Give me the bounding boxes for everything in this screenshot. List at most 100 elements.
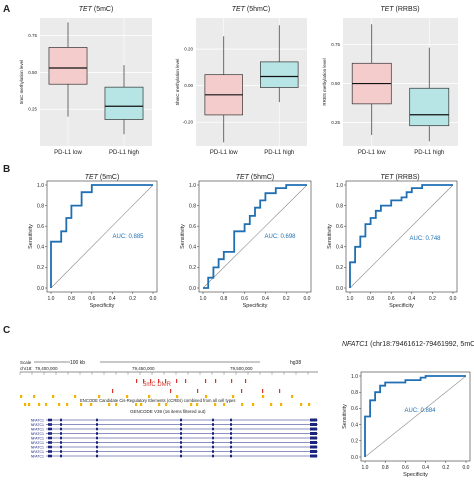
y-tick-label: 0.0	[336, 286, 343, 292]
ccre-element	[126, 395, 129, 398]
ccre-element	[38, 403, 41, 406]
auc-label: AUC: 0.884	[404, 408, 436, 414]
chart-title: TET (5hmC)	[232, 6, 271, 13]
ccre-element	[190, 403, 193, 406]
ccre-element	[148, 395, 151, 398]
exon	[96, 445, 98, 449]
x-tick-label: 0.0	[304, 296, 311, 302]
exon-terminal	[310, 427, 317, 431]
exon	[212, 450, 214, 453]
exon	[230, 454, 232, 458]
x-axis-label: Specificity	[389, 303, 414, 309]
x-tick-label: 0.6	[88, 296, 95, 302]
exon	[212, 436, 214, 440]
exon	[212, 418, 214, 422]
exon-terminal	[310, 418, 317, 422]
exon	[60, 454, 62, 458]
ccre-label: ENCODE Candidate Cis-Regulatory Elements…	[80, 398, 235, 403]
y-tick-label: 0.8	[189, 203, 196, 209]
exon	[212, 432, 214, 435]
exon-terminal	[310, 436, 317, 440]
y-tick-label: 0.4	[336, 245, 343, 251]
panel-label-a: A	[3, 4, 10, 15]
y-tick-label: 0.2	[189, 265, 196, 271]
browser-scale-label: Scale	[20, 360, 32, 365]
ccre-element	[232, 395, 235, 398]
exon	[60, 423, 62, 426]
ccre-element	[165, 403, 168, 406]
gene-label: NFATC1	[31, 432, 44, 436]
y-axis-label: 5mC methylation level	[19, 60, 24, 104]
exon	[180, 418, 182, 422]
exon	[48, 454, 52, 458]
diagonal-reference	[364, 375, 467, 458]
exon	[230, 423, 232, 426]
browser-position-1: 79,400,000	[35, 366, 58, 371]
browser-position-3: 79,500,000	[230, 366, 253, 371]
auc-label: AUC: 0.748	[409, 236, 441, 242]
y-tick-label: 0.4	[37, 245, 44, 251]
dmr-mark	[241, 389, 243, 393]
exon	[230, 432, 232, 435]
gene-label: NFATC1	[31, 437, 44, 441]
ccre-element	[52, 395, 55, 398]
chart-title: NFATC1 (chr18:79461612-79461992, 5mC)	[342, 341, 474, 348]
dmr-mark	[215, 379, 217, 383]
exon	[48, 432, 52, 435]
roc-curve	[364, 375, 466, 457]
ccre-element	[280, 403, 283, 406]
y-tick-label: 0.4	[189, 245, 196, 251]
dmr-mark	[112, 389, 114, 393]
x-tick-label: 0.2	[129, 296, 136, 302]
dmr-mark	[231, 379, 233, 383]
ccre-element	[20, 395, 23, 398]
x-tick-label: 0.6	[388, 296, 395, 302]
y-tick-label: 0.6	[37, 224, 44, 230]
gene-label: NFATC1	[31, 455, 44, 459]
chart-title: TET (5mC)	[85, 174, 120, 181]
y-axis-label: Sensitivity	[180, 224, 186, 249]
box-pd-l1-high	[409, 87, 450, 127]
y-tick-label: -0.20	[183, 120, 194, 125]
diagonal-reference	[202, 184, 308, 289]
exon	[180, 445, 182, 449]
roc-curve	[203, 184, 307, 289]
dmr-mark	[279, 389, 281, 393]
auc-label: AUC: 0.885	[112, 234, 144, 240]
gene-label: NFATC1	[31, 450, 44, 454]
y-axis-label: Sensitivity	[342, 404, 348, 429]
x-axis-label: Specificity	[403, 472, 428, 478]
x-tick-label: 0.0	[150, 296, 157, 302]
exon-terminal	[310, 423, 317, 426]
roc-curve	[50, 184, 153, 288]
x-tick-label: 0.8	[382, 465, 389, 471]
y-tick-label: 1.0	[189, 183, 196, 189]
exon	[212, 441, 214, 444]
gene-label: NFATC1	[31, 446, 44, 450]
browser-ruler-ticks	[19, 372, 309, 375]
x-tick-label: PD-L1 low	[210, 150, 238, 156]
exon	[60, 445, 62, 449]
y-axis-label: Sensitivity	[327, 224, 333, 249]
x-tick-label: 0.8	[367, 296, 374, 302]
dmr-mark	[245, 379, 247, 383]
exon	[180, 427, 182, 431]
exon	[96, 427, 98, 431]
y-tick-label: 0.00	[184, 83, 193, 88]
box-pd-l1-low	[48, 47, 88, 85]
ccre-element	[308, 403, 311, 406]
boxplot-5mc: TET (5mC) 0.25 0.50 0.75 PD-L1 low PD-L1 high…	[19, 6, 152, 156]
dmr-mark	[205, 379, 207, 383]
exon	[230, 427, 232, 431]
ccre-element	[115, 403, 118, 406]
x-axis-label: Specificity	[243, 303, 268, 309]
exon	[180, 454, 182, 458]
y-tick-label: 0.75	[28, 33, 37, 38]
exon	[48, 423, 52, 426]
ccre-element	[241, 403, 244, 406]
browser-chr-label: chr18:	[20, 366, 33, 371]
gene-label: NFATC1	[31, 419, 44, 423]
x-tick-label: 1.0	[200, 296, 207, 302]
ccre-element	[214, 403, 217, 406]
gencode-label: GENCODE V39 (16 items filtered out)	[130, 409, 206, 414]
